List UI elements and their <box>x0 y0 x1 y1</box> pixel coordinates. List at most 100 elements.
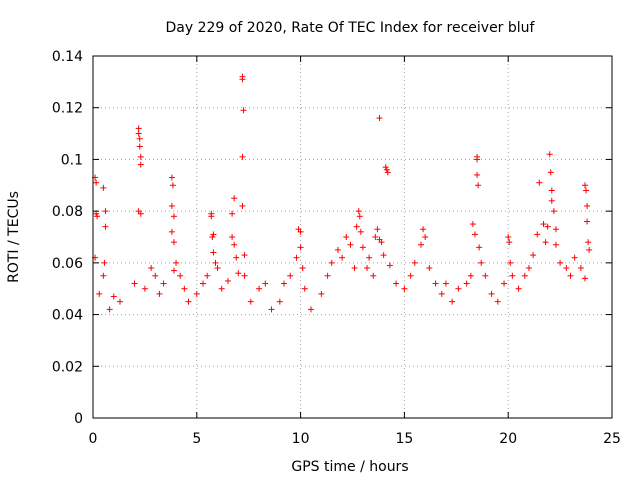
data-point <box>233 254 240 261</box>
data-point <box>297 228 304 235</box>
data-point <box>463 280 470 287</box>
data-point <box>239 76 246 83</box>
data-point <box>152 272 159 279</box>
data-point <box>442 280 449 287</box>
data-point <box>93 210 100 217</box>
data-point <box>276 298 283 305</box>
data-point <box>584 202 591 209</box>
data-point <box>102 208 109 215</box>
data-point <box>540 221 547 228</box>
data-point <box>357 228 364 235</box>
data-point <box>96 290 103 297</box>
data-point <box>370 272 377 279</box>
data-point <box>218 285 225 292</box>
data-point <box>106 306 113 313</box>
data-point <box>135 125 142 132</box>
data-point <box>359 244 366 251</box>
data-point <box>507 259 514 266</box>
data-point <box>93 179 100 186</box>
data-point <box>137 153 144 160</box>
data-point <box>100 184 107 191</box>
data-point <box>262 280 269 287</box>
data-point <box>116 298 123 305</box>
plot-frame <box>92 55 613 419</box>
data-point <box>469 221 476 228</box>
data-point <box>426 265 433 272</box>
y-tick-label: 0.04 <box>52 308 83 324</box>
x-tick-label: 10 <box>292 431 310 447</box>
data-point <box>378 239 385 246</box>
data-point <box>521 272 528 279</box>
data-point <box>376 115 383 122</box>
data-point <box>204 272 211 279</box>
data-point <box>94 213 101 220</box>
data-point <box>509 272 516 279</box>
data-point <box>200 280 207 287</box>
data-point <box>235 270 242 277</box>
data-point <box>137 161 144 168</box>
data-point <box>557 259 564 266</box>
data-point <box>293 254 300 261</box>
data-point <box>530 252 537 259</box>
data-point <box>181 285 188 292</box>
data-point <box>380 252 387 259</box>
data-point <box>135 130 142 137</box>
data-point <box>231 195 238 202</box>
data-point <box>268 306 275 313</box>
data-point <box>209 234 216 240</box>
data-point <box>229 210 236 217</box>
data-point <box>170 267 177 274</box>
data-point <box>418 241 425 248</box>
data-point <box>534 231 541 238</box>
data-point <box>372 234 379 240</box>
data-point <box>505 234 512 240</box>
data-point <box>567 272 574 279</box>
data-point <box>339 254 346 261</box>
data-point <box>577 265 584 272</box>
data-point <box>401 285 408 292</box>
data-point <box>582 182 589 189</box>
data-point <box>449 298 456 305</box>
x-tick-label: 0 <box>89 431 98 447</box>
data-point <box>214 265 221 272</box>
data-point <box>247 298 254 305</box>
y-tick-label: 0.02 <box>52 359 83 375</box>
data-point <box>383 166 390 173</box>
data-point <box>280 280 287 287</box>
data-point <box>240 107 247 114</box>
data-point <box>542 239 549 246</box>
data-point <box>168 228 175 235</box>
data-point <box>474 171 481 178</box>
data-point <box>501 280 508 287</box>
data-point <box>231 241 238 248</box>
data-point <box>169 182 176 189</box>
data-point <box>438 290 445 297</box>
data-point <box>474 156 481 163</box>
data-point <box>136 143 143 150</box>
data-point <box>299 265 306 272</box>
x-tick-label: 5 <box>192 431 201 447</box>
data-point <box>563 265 570 272</box>
data-point <box>137 210 144 217</box>
y-tick-label: 0 <box>74 411 83 427</box>
data-point <box>420 226 427 233</box>
y-tick-label: 0.06 <box>52 256 83 272</box>
data-point <box>156 290 163 297</box>
data-point <box>544 223 551 230</box>
y-tick-label: 0.1 <box>61 152 83 168</box>
data-point <box>432 280 439 287</box>
data-point <box>571 254 578 261</box>
data-point <box>168 174 175 181</box>
data-point <box>301 285 308 292</box>
data-point <box>475 182 482 189</box>
data-point <box>141 285 148 292</box>
data-point <box>168 202 175 209</box>
data-point <box>583 187 590 194</box>
data-point <box>160 280 167 287</box>
data-point <box>177 272 184 279</box>
data-point <box>422 234 429 240</box>
data-point <box>355 208 362 215</box>
data-point <box>506 239 513 246</box>
data-point <box>356 213 363 220</box>
data-point <box>478 259 485 266</box>
